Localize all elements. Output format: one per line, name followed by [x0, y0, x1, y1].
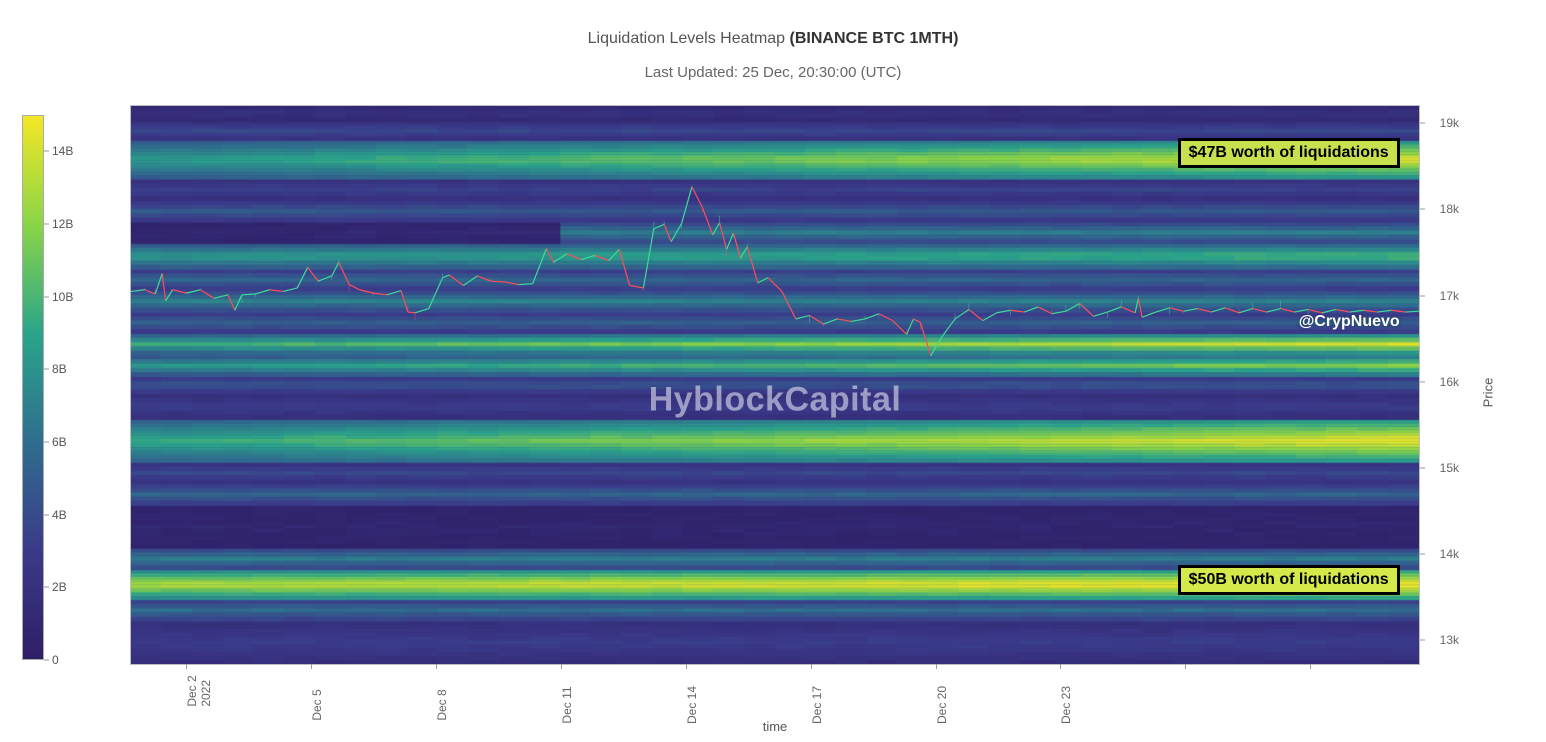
colorbar-tick — [44, 442, 49, 443]
y-tick — [1420, 209, 1425, 210]
y-tick-label: 19k — [1440, 116, 1459, 130]
y-tick-label: 15k — [1440, 461, 1459, 475]
y-tick-label: 14k — [1440, 547, 1459, 561]
x-tick-label: Dec 23 — [1060, 686, 1074, 724]
x-tick-label: Dec 14 — [686, 686, 700, 724]
x-tick-label: Dec 5 — [311, 690, 325, 721]
x-tick — [186, 664, 187, 669]
y-tick-label: 18k — [1440, 202, 1459, 216]
colorbar-tick — [44, 660, 49, 661]
colorbar-tick-label: 6B — [52, 435, 67, 449]
y-tick — [1420, 640, 1425, 641]
y-tick — [1420, 295, 1425, 296]
x-tick — [1185, 664, 1186, 669]
y-tick — [1420, 467, 1425, 468]
x-tick — [1310, 664, 1311, 669]
colorbar-tick — [44, 369, 49, 370]
figure: Liquidation Levels Heatmap (BINANCE BTC … — [0, 0, 1546, 742]
colorbar-gradient — [22, 115, 44, 660]
chart-subtitle: Last Updated: 25 Dec, 20:30:00 (UTC) — [0, 64, 1546, 81]
colorbar-tick-label: 2B — [52, 580, 67, 594]
x-tick — [436, 664, 437, 669]
colorbar-tick-label: 8B — [52, 362, 67, 376]
y-tick — [1420, 381, 1425, 382]
x-tick — [561, 664, 562, 669]
title-prefix: Liquidation Levels Heatmap — [588, 30, 790, 47]
colorbar-tick-label: 10B — [52, 290, 73, 304]
plot-area: HyblockCapital 13k14k15k16k17k18k19k Dec… — [130, 105, 1420, 665]
y-tick-label: 17k — [1440, 289, 1459, 303]
x-tick — [1060, 664, 1061, 669]
x-tick-label: Dec 17 — [811, 686, 825, 724]
x-tick — [686, 664, 687, 669]
y-axis-label: Price — [1481, 378, 1496, 408]
colorbar-tick — [44, 151, 49, 152]
x-tick-label: Dec 20 — [936, 686, 950, 724]
colorbar-tick — [44, 587, 49, 588]
colorbar-tick-label: 0 — [52, 653, 59, 667]
title-block: Liquidation Levels Heatmap (BINANCE BTC … — [0, 0, 1546, 81]
y-tick — [1420, 123, 1425, 124]
x-tick — [936, 664, 937, 669]
colorbar-tick-label: 14B — [52, 144, 73, 158]
x-tick-label: Dec 8 — [436, 690, 450, 721]
colorbar-tick-label: 4B — [52, 508, 67, 522]
colorbar-tick — [44, 224, 49, 225]
colorbar: 02B4B6B8B10B12B14B — [22, 115, 60, 660]
x-tick — [311, 664, 312, 669]
x-tick — [811, 664, 812, 669]
chart-title: Liquidation Levels Heatmap (BINANCE BTC … — [0, 30, 1546, 48]
title-bold: (BINANCE BTC 1MTH) — [790, 30, 959, 47]
y-tick — [1420, 554, 1425, 555]
y-tick-label: 13k — [1440, 633, 1459, 647]
colorbar-tick-label: 12B — [52, 217, 73, 231]
price-line-svg — [131, 106, 1419, 664]
y-axis: 13k 14k 15k 16k 17k 18k 19k — [1419, 106, 1465, 664]
x-axis: Dec 2 2022 Dec 5 Dec 8 Dec 11 Dec 14 Dec 17 De… — [131, 664, 1419, 734]
colorbar-tick — [44, 296, 49, 297]
x-tick-label: Dec 2 2022 — [186, 676, 214, 707]
y-tick-label: 16k — [1440, 375, 1459, 389]
x-tick-label: Dec 11 — [561, 687, 575, 724]
x-axis-label: time — [763, 719, 788, 734]
colorbar-tick — [44, 514, 49, 515]
